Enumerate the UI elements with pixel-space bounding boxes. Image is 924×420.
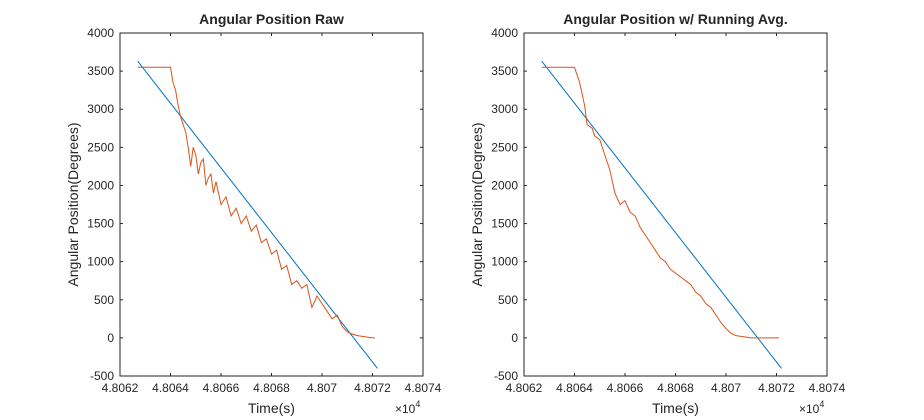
chart-title: Angular Position Raw xyxy=(199,11,344,27)
x-tick-label: 4.8066 xyxy=(607,381,644,395)
x-tick-label: 4.8068 xyxy=(657,381,694,395)
plot-area xyxy=(523,32,828,377)
x-tick-label: 4.8062 xyxy=(506,381,543,395)
y-tick-label: 2000 xyxy=(87,178,114,192)
position-series xyxy=(137,66,375,339)
y-tick-label: 3000 xyxy=(491,102,518,116)
fit-line-series xyxy=(541,60,782,369)
y-tick-label: 1000 xyxy=(87,255,114,269)
y-tick-label: 2500 xyxy=(87,140,114,154)
x-axis-label: Time(s) xyxy=(652,400,699,416)
x-tick-label: 4.8066 xyxy=(203,381,240,395)
y-tick-label: -500 xyxy=(90,369,114,383)
x-tick-label: 4.807 xyxy=(307,381,337,395)
y-tick-label: 0 xyxy=(511,331,518,345)
y-tick-label: 4000 xyxy=(491,26,518,40)
x-tick-label: 4.8074 xyxy=(809,381,846,395)
x-exponent-label: ×104 xyxy=(799,399,824,416)
x-exponent-label: ×104 xyxy=(395,399,420,416)
y-tick-label: 1500 xyxy=(87,217,114,231)
plot-area xyxy=(119,32,424,377)
y-tick-label: 2500 xyxy=(491,140,518,154)
x-tick-label: 4.8074 xyxy=(405,381,442,395)
y-axis-label: Angular Position(Degrees) xyxy=(65,122,81,286)
x-tick-label: 4.8062 xyxy=(102,381,139,395)
right-chart: 4.8062 4.8064 4.8066 4.8068 4.807 4.8072 4.807… xyxy=(469,11,846,416)
x-axis-label: Time(s) xyxy=(248,400,295,416)
y-tick-label: 500 xyxy=(94,293,114,307)
y-axis-label: Angular Position(Degrees) xyxy=(469,122,485,286)
x-tick-label: 4.8072 xyxy=(758,381,795,395)
y-tick-label: 1000 xyxy=(491,255,518,269)
position-series xyxy=(541,66,779,339)
chart-title: Angular Position w/ Running Avg. xyxy=(563,11,788,27)
y-tick-label: 3500 xyxy=(87,64,114,78)
y-tick-label: 3500 xyxy=(491,64,518,78)
x-tick-label: 4.8068 xyxy=(253,381,290,395)
x-tick-label: 4.807 xyxy=(711,381,741,395)
x-tick-label: 4.8064 xyxy=(152,381,189,395)
y-tick-label: 1500 xyxy=(491,217,518,231)
left-chart: 4.8062 4.8064 4.8066 4.8068 4.807 4.8072 4.807… xyxy=(65,11,442,416)
y-tick-label: 3000 xyxy=(87,102,114,116)
x-tick-label: 4.8064 xyxy=(556,381,593,395)
y-tick-label: 4000 xyxy=(87,26,114,40)
x-tick-label: 4.8072 xyxy=(354,381,391,395)
y-tick-label: 500 xyxy=(498,293,518,307)
y-tick-label: 2000 xyxy=(491,178,518,192)
y-tick-label: -500 xyxy=(494,369,518,383)
y-tick-label: 0 xyxy=(107,331,114,345)
